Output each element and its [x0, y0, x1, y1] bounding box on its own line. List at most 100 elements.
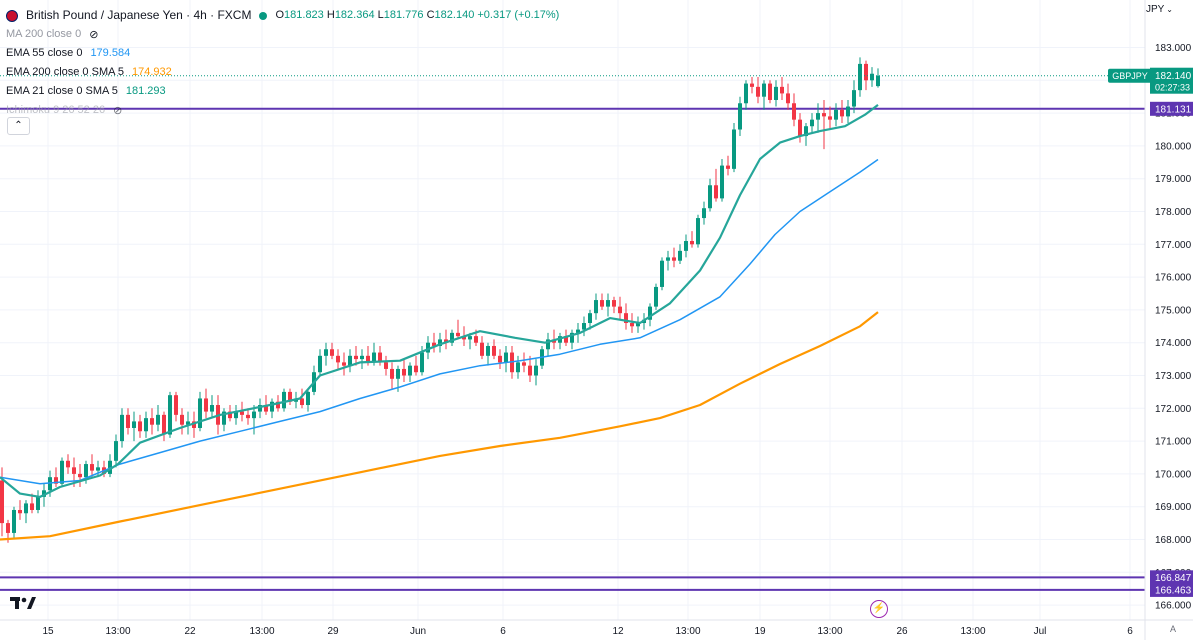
- x-tick-label: 13:00: [675, 626, 700, 637]
- candle-body: [876, 75, 880, 87]
- y-tick-label: 176.000: [1155, 273, 1192, 284]
- candle-body: [564, 336, 568, 343]
- ema21-line: [0, 104, 879, 498]
- low-label: L: [377, 9, 384, 21]
- candle-body: [522, 362, 526, 366]
- y-tick-label: 175.000: [1155, 305, 1192, 316]
- candle-body: [720, 165, 724, 199]
- x-tick-label: 29: [327, 626, 339, 637]
- candle-body: [762, 83, 766, 97]
- candle-body: [450, 332, 454, 343]
- indicator-ema200[interactable]: EMA 200 close 0 SMA 5 174.932: [6, 63, 559, 82]
- candle-body: [258, 405, 262, 412]
- candle-body: [654, 286, 658, 307]
- collapse-legend-button[interactable]: ⌃: [7, 117, 30, 135]
- candle-body: [486, 345, 490, 356]
- candle-body: [408, 365, 412, 376]
- candle-body: [420, 352, 424, 373]
- last-price-tag-box: [1150, 67, 1193, 94]
- indicator-value: 181.293: [125, 85, 166, 97]
- candle-body: [252, 411, 256, 419]
- auto-scale-button[interactable]: A: [1170, 624, 1177, 634]
- candle-body: [222, 411, 226, 425]
- candle-body: [96, 467, 100, 471]
- candle-body: [582, 323, 586, 330]
- candle-body: [594, 300, 598, 314]
- candle-body: [756, 86, 760, 97]
- candle-body: [438, 339, 442, 346]
- candle-body: [726, 165, 730, 169]
- candle-body: [498, 355, 502, 363]
- x-tick-label: 19: [754, 626, 766, 637]
- y-tick-label: 168.000: [1155, 535, 1192, 546]
- y-tick-label: 178.000: [1155, 207, 1192, 218]
- candle-body: [84, 464, 88, 478]
- gb-flag-icon: [6, 9, 18, 22]
- candle-body: [738, 103, 742, 130]
- candle-body: [30, 503, 34, 510]
- candle-body: [390, 368, 394, 379]
- candle-body: [174, 395, 178, 415]
- level-tag-label: 166.847: [1155, 573, 1192, 584]
- horizontal-levels: [0, 107, 1145, 591]
- hidden-eye-icon[interactable]: ⊘: [113, 104, 123, 117]
- candle-body: [618, 306, 622, 314]
- x-tick-label: 22: [184, 626, 196, 637]
- currency-label: JPY: [1145, 4, 1165, 15]
- symbol-title[interactable]: British Pound / Japanese Yen · 4h · FXCM: [26, 8, 252, 22]
- candle-body: [366, 355, 370, 363]
- y-tick-label: 171.000: [1155, 437, 1192, 448]
- candle-body: [168, 395, 172, 435]
- x-tick-label: 26: [896, 626, 908, 637]
- candle-body: [246, 414, 250, 419]
- candle-body: [114, 441, 118, 461]
- candle-body: [138, 421, 142, 432]
- candle-body: [444, 339, 448, 343]
- candle-body: [270, 401, 274, 412]
- indicator-ema55[interactable]: EMA 55 close 0 179.584: [6, 44, 559, 63]
- candle-body: [54, 477, 58, 484]
- candle-body: [528, 365, 532, 376]
- indicator-ma200[interactable]: MA 200 close 0 ⊘: [6, 25, 559, 44]
- candle-body: [714, 185, 718, 199]
- x-tick-label: 13:00: [960, 626, 985, 637]
- x-axis: 15 13:00 22 13:00 29 Jun 6 12 13:00 19 13:00 26 13:0…: [42, 626, 1133, 637]
- level-tag-box: [1150, 101, 1193, 116]
- candle-body: [834, 109, 838, 120]
- indicator-ichimoku[interactable]: Ichimoku 9 26 52 26 ⊘: [6, 101, 559, 120]
- x-tick-label: 13:00: [105, 626, 130, 637]
- candle-body: [396, 368, 400, 379]
- candle-body: [18, 509, 22, 514]
- candle-body: [678, 250, 682, 261]
- candle-body: [150, 418, 154, 425]
- candle-body: [228, 411, 232, 419]
- candle-body: [162, 414, 166, 435]
- candle-body: [468, 336, 472, 340]
- candle-body: [288, 391, 292, 402]
- candle-body: [192, 421, 196, 428]
- candle-body: [354, 355, 358, 360]
- candle-body: [750, 83, 754, 87]
- ema55-line: [0, 158, 879, 485]
- hidden-eye-icon[interactable]: ⊘: [89, 28, 99, 41]
- candle-body: [570, 332, 574, 343]
- candle-body: [348, 355, 352, 366]
- tradingview-logo-icon[interactable]: [10, 596, 36, 610]
- lightning-icon[interactable]: ⚡: [870, 600, 888, 618]
- candle-body: [708, 185, 712, 209]
- ema200-line: [0, 311, 879, 541]
- indicator-name: MA 200 close 0: [6, 28, 82, 40]
- y-tick-label: 183.000: [1155, 43, 1192, 54]
- candle-body: [276, 401, 280, 409]
- candle-body: [576, 329, 580, 333]
- candle-body: [42, 490, 46, 497]
- candle-body: [732, 129, 736, 169]
- candle-body: [822, 113, 826, 117]
- currency-selector[interactable]: JPY ⌄: [1146, 4, 1173, 15]
- x-tick-label: 6: [500, 626, 506, 637]
- indicator-ema21[interactable]: EMA 21 close 0 SMA 5 181.293: [6, 82, 559, 101]
- candle-body: [378, 352, 382, 363]
- candle-body: [672, 257, 676, 261]
- countdown-label: 02:27:33: [1155, 83, 1190, 93]
